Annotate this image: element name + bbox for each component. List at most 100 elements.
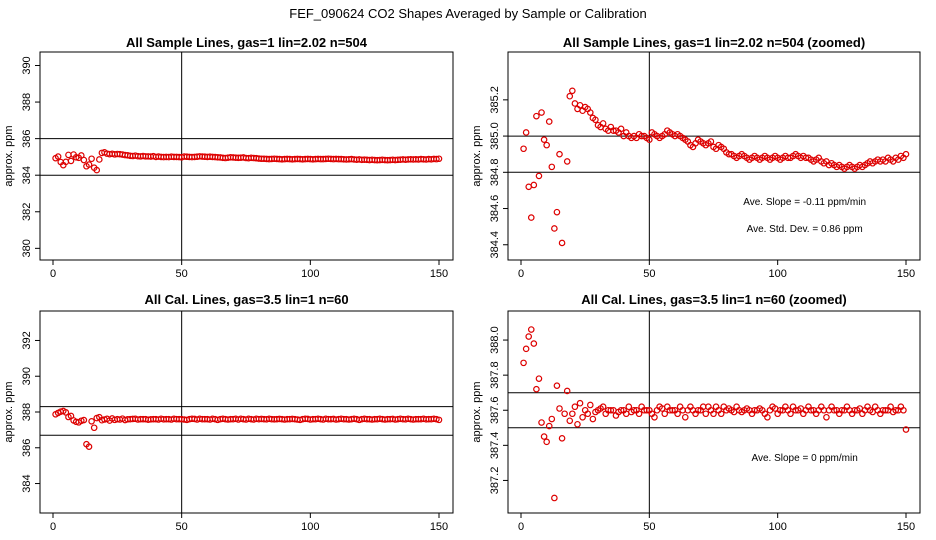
y-tick-label: 384.4 [489,231,501,259]
data-point [566,92,574,100]
x-tick-label: 0 [518,268,524,280]
x-tick-label: 50 [176,268,188,280]
data-point [527,326,535,333]
data-point [586,109,594,116]
y-tick-label: 384.6 [489,195,501,223]
data-point [892,406,900,414]
data-point [571,403,579,411]
data-point [563,158,571,165]
y-tick-label: 385.2 [489,86,501,114]
data-point [589,415,597,423]
x-tick-label: 150 [897,521,915,533]
data-point [88,155,95,163]
x-tick-label: 150 [430,521,448,533]
data-point [823,413,830,421]
plot-frame [507,51,921,261]
y-tick-label: 384 [21,166,33,184]
data-point [96,156,103,163]
data-point [563,387,571,395]
data-point [545,422,553,430]
data-point [520,359,527,367]
data-point [543,141,550,149]
y-tick-label: 384.8 [489,159,501,187]
data-points [520,326,910,502]
y-tick-label: 387.2 [489,467,501,495]
chart-title: All Cal. Lines, gas=3.5 lin=1 n=60 [144,292,348,307]
page-title: FEF_090624 CO2 Shapes Averaged by Sample… [289,6,646,21]
x-tick-label: 50 [176,521,188,533]
data-point [435,416,443,424]
y-tick-label: 386 [21,129,33,147]
data-point [807,406,815,414]
x-tick-label: 150 [897,268,915,280]
chart-title: All Cal. Lines, gas=3.5 lin=1 n=60 (zoom… [581,292,847,307]
y-tick-label: 385.0 [489,122,501,150]
y-tick-label: 382 [21,203,33,221]
y-axis-label: approx. ppm [471,125,483,186]
data-point [566,417,574,425]
data-point [674,410,681,418]
data-point [522,129,530,136]
data-point [551,494,558,502]
data-point [900,406,907,414]
data-point [522,345,530,353]
x-tick-label: 100 [301,521,319,533]
chart-panel-2: All Sample Lines, gas=1 lin=2.02 n=504 (… [471,35,921,280]
y-tick-label: 390 [21,56,33,74]
chart-panel-3: All Cal. Lines, gas=3.5 lin=1 n=60 0 50 100… [3,292,454,533]
y-tick-label: 388.0 [489,326,501,354]
data-point [787,410,794,418]
plot-frame [39,310,454,514]
data-point [694,406,702,414]
y-tick-label: 388 [21,403,33,421]
data-point [569,410,576,418]
data-point [617,125,625,133]
data-point [617,406,625,414]
data-point [548,415,556,423]
y-axis-label: approx. ppm [3,381,15,442]
data-point [533,112,540,120]
y-axis-label: approx. ppm [3,125,15,186]
data-point [527,214,535,221]
data-point [435,155,443,163]
x-tick-label: 100 [768,521,786,533]
data-point [562,264,567,269]
chart-panel-1: All Sample Lines, gas=1 lin=2.02 n=504 0 5… [3,35,454,280]
data-point [54,153,62,160]
x-tick-label: 50 [643,521,655,533]
data-point [543,438,550,446]
data-point [558,239,566,247]
data-point [646,136,653,143]
data-point [643,406,651,414]
data-point [535,172,543,180]
x-tick-label: 0 [50,521,56,533]
data-point [538,109,545,116]
x-tick-label: 50 [643,268,655,280]
x-tick-label: 150 [430,268,448,280]
data-point [902,426,910,433]
data-point [584,410,592,418]
data-point [530,340,538,347]
stat-annotation: Ave. Slope = -0.11 ppm/min [743,197,866,208]
data-point [599,120,607,127]
data-point [548,163,556,171]
data-point [553,382,561,389]
data-point [586,401,594,409]
data-point [540,136,548,143]
data-point [553,208,561,216]
data-point [558,435,566,442]
data-point [887,403,894,411]
y-tick-label: 388 [21,93,33,111]
data-point [530,181,538,189]
data-point [776,406,784,414]
data-points [520,87,910,269]
data-point [551,225,558,232]
y-tick-label: 392 [21,331,33,349]
data-point [535,375,543,382]
data-point [85,443,93,450]
data-point [669,406,676,414]
data-point [525,333,533,340]
data-point [520,145,527,153]
